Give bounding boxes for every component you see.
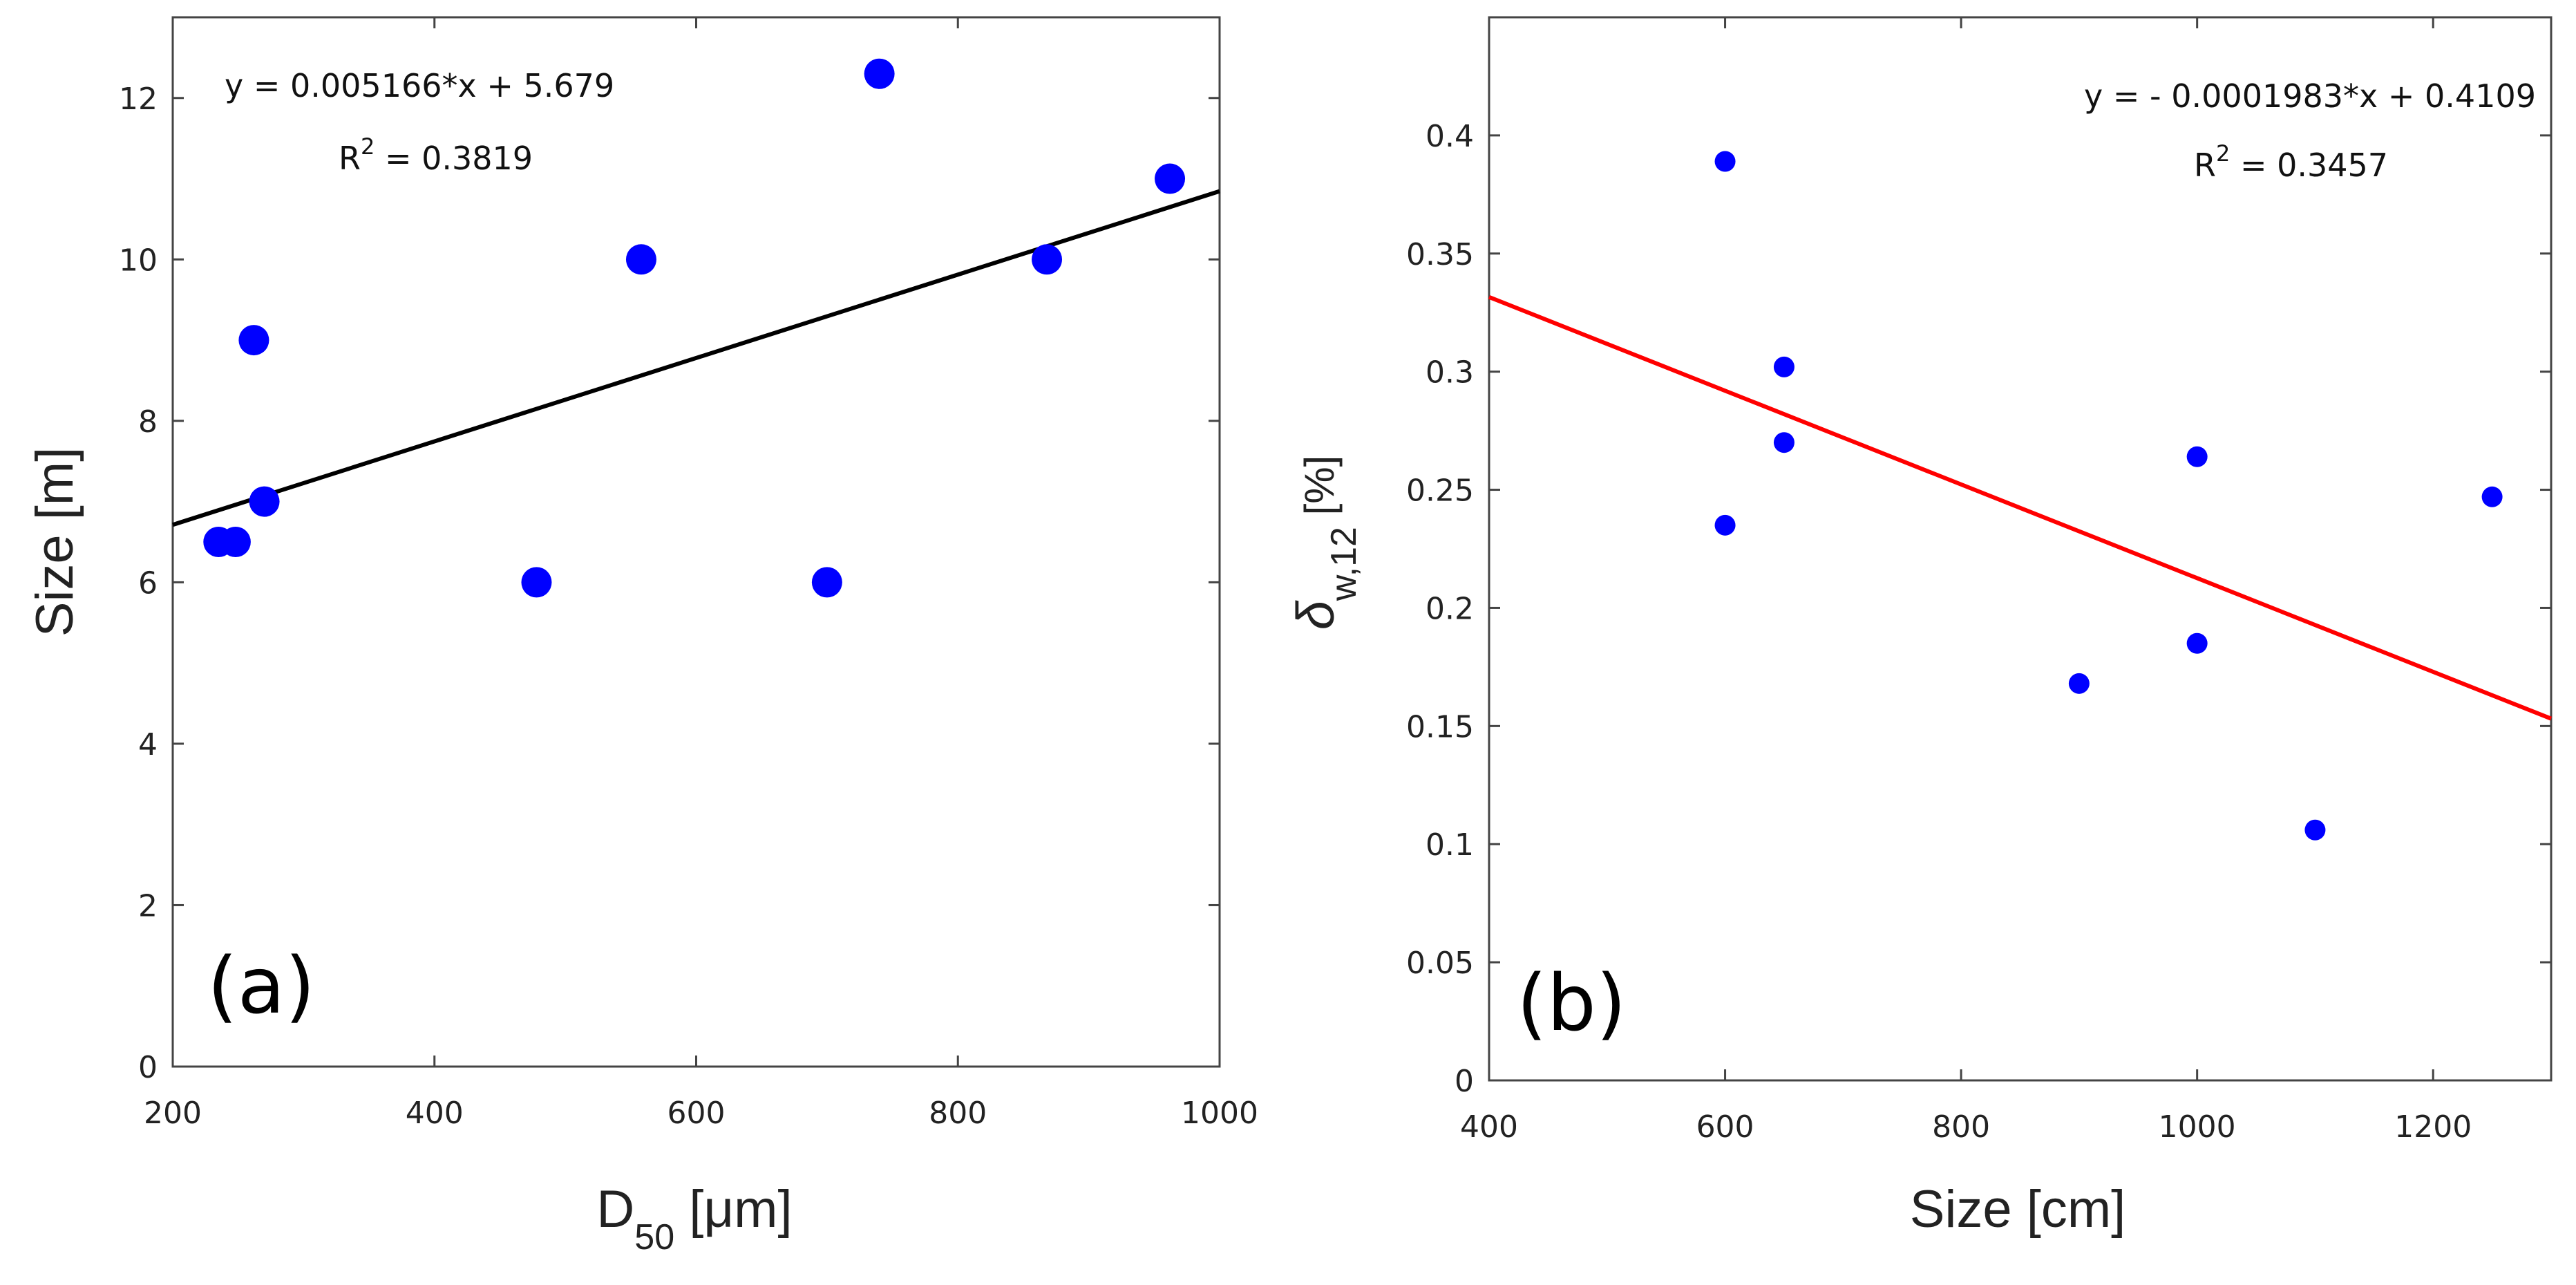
x-tick-label: 800 (929, 1096, 987, 1131)
x-tick-label: 200 (144, 1096, 202, 1131)
y-tick-label: 6 (138, 565, 158, 601)
x-axis-b: 400 600 800 1000 1200 (1460, 17, 2472, 1145)
panel-label-a: (a) (207, 941, 315, 1031)
panel-b: 400 600 800 1000 1200 0 0.05 0.1 0.15 0.2 0.25 0.3… (1287, 16, 2553, 1239)
data-point (249, 486, 280, 517)
x-tick-label: 600 (667, 1096, 726, 1131)
points-a (203, 58, 1186, 598)
x-tick-label: 600 (1696, 1109, 1754, 1145)
x-tick-label: 400 (406, 1096, 464, 1131)
points-b (1714, 151, 2503, 841)
y-tick-label: 0.35 (1406, 237, 1474, 272)
y-tick-label: 4 (138, 727, 158, 762)
y-axis-label-a: Size [m] (26, 447, 84, 637)
y-tick-label: 10 (119, 243, 158, 278)
y-tick-label: 0.15 (1406, 709, 1474, 744)
y-tick-label: 2 (138, 888, 158, 923)
x-tick-label: 400 (1460, 1109, 1518, 1145)
x-tick-label: 800 (1932, 1109, 1990, 1145)
x-tick-label: 1000 (2159, 1109, 2236, 1145)
data-point (2186, 446, 2208, 467)
y-tick-label: 0 (138, 1050, 158, 1085)
x-axis-label-b: Size [cm] (1910, 1180, 2126, 1239)
x-tick-label: 1200 (2394, 1109, 2472, 1145)
panel-a: 200 400 600 800 1000 0 2 4 6 8 10 12 y = 0.005166*… (26, 16, 1258, 1257)
y-tick-label: 0.2 (1426, 591, 1474, 626)
y-tick-label: 0.25 (1406, 473, 1474, 509)
fit-line-b (1488, 294, 2553, 721)
equation-b: y = - 0.0001983*x + 0.4109 (2084, 77, 2536, 115)
data-point (811, 567, 842, 598)
y-axis-label-b: δw,12 [%] (1287, 456, 1364, 630)
y-tick-label: 0.05 (1406, 946, 1474, 981)
data-point (1773, 356, 1794, 377)
plot-area-b (1488, 16, 2553, 1082)
data-point (1032, 244, 1063, 275)
x-axis-a: 200 400 600 800 1000 (144, 17, 1258, 1131)
equation-a: y = 0.005166*x + 5.679 (225, 67, 614, 104)
data-point (625, 244, 656, 275)
data-point (1714, 151, 1736, 172)
r-squared-b: R2 = 0.3457 (2194, 140, 2388, 184)
data-point (864, 58, 895, 89)
y-tick-label: 0.3 (1426, 355, 1474, 391)
data-point (521, 567, 552, 598)
data-point (1155, 163, 1186, 194)
y-tick-label: 8 (138, 404, 158, 440)
data-point (2304, 819, 2326, 841)
fit-line-a (172, 189, 1220, 527)
plot-area-a (171, 16, 1221, 1068)
data-point (1714, 514, 1736, 536)
data-point (1773, 432, 1794, 453)
y-axis-b: 0 0.05 0.1 0.15 0.2 0.25 0.3 0.35 0.4 (1406, 119, 2551, 1099)
panel-label-b: (b) (1517, 959, 1626, 1049)
r-squared-a: R2 = 0.3819 (339, 133, 533, 177)
data-point (220, 527, 251, 557)
data-point (2186, 632, 2208, 654)
x-tick-label: 1000 (1181, 1096, 1258, 1131)
y-tick-label: 0.4 (1426, 119, 1474, 154)
x-axis-label-a: D50 [μm] (596, 1180, 792, 1257)
y-tick-label: 0 (1455, 1064, 1474, 1099)
data-point (2481, 486, 2503, 507)
data-point (2068, 673, 2090, 694)
y-tick-label: 0.1 (1426, 827, 1474, 863)
y-axis-a: 0 2 4 6 8 10 12 (119, 82, 1220, 1085)
data-point (238, 325, 269, 356)
y-tick-label: 12 (119, 82, 158, 117)
